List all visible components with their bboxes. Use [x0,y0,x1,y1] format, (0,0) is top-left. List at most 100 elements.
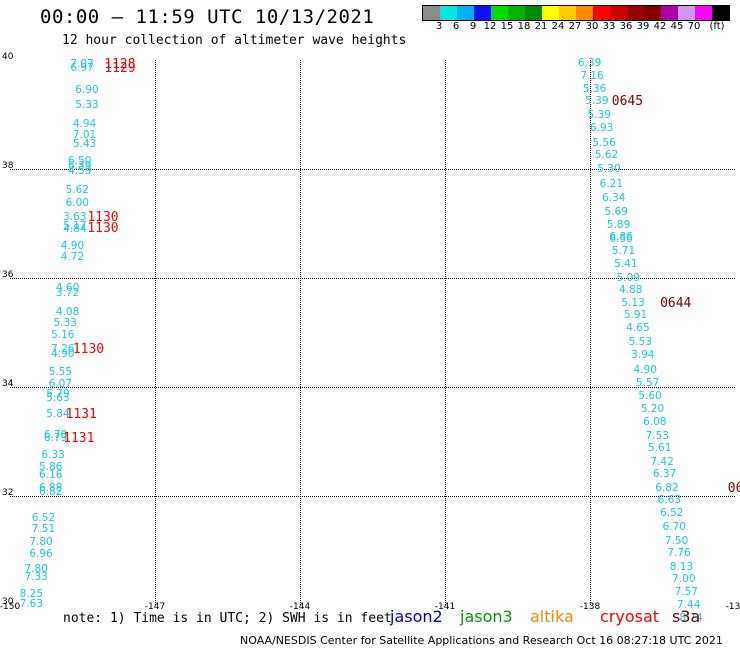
grid-line-lon [300,60,301,605]
grid-line-lon [445,60,446,605]
legend-swatch-4 [491,6,508,20]
legend-label: (ft) [709,21,725,32]
wave-height-value: 4.84 [63,222,87,235]
legend-label: 18 [517,21,531,32]
lat-tick-label: 32 [2,488,14,498]
wave-height-value: 7.16 [580,70,604,83]
wave-height-value: 7.50 [664,534,689,547]
color-scale-labels: 3 6 9 12 15 18 21 24 27 30 33 36 39 42 45 70 (ft) [422,21,732,33]
wave-height-value: 6.08 [643,416,667,429]
legend-swatch-9 [576,6,593,20]
wave-height-value: 7.42 [650,455,674,468]
wave-height-value: 5.62 [65,183,89,196]
wave-height-value: 8.13 [669,560,694,573]
wave-height-value: 4.90 [51,348,75,361]
wave-height-value: 4.72 [60,251,85,264]
lat-tick-label: 30 [2,597,14,607]
wave-height-value: 5.13 [621,296,645,309]
wave-height-value: 5.56 [592,136,616,149]
pass-time-label: 1131 [63,430,95,446]
wave-height-value: 6.21 [599,178,624,191]
wave-height-value: 6.90 [75,83,99,96]
wave-height-value: 6.56 [609,232,633,245]
legend-label: 21 [534,21,548,32]
wave-height-value: 6.39 [68,160,92,173]
legend-label: 45 [670,21,684,32]
wave-height-value: 5.16 [51,329,75,342]
wave-height-value: 7.44 [677,599,701,611]
wave-height-value: 5.36 [582,82,607,95]
wave-height-value: 5.71 [611,244,636,257]
legend-swatch-3 [474,6,491,20]
map-area: 7.07 6.97 6.90 5.33 4.94 7.01 5.43 6.50 6.39 4.59… [10,56,740,623]
wave-height-value: 7.26 [51,342,75,355]
wave-height-value: 5.84 [46,408,70,421]
wave-height-value: 7.63 [19,597,44,610]
grid-line-lat [10,278,735,279]
lon-tick-label: -144 [289,602,311,612]
pass-time-label: 064 [727,480,740,496]
legend-swatch-6 [525,6,542,20]
wave-height-value: 7.76 [667,547,691,560]
wave-height-value: 6.70 [43,428,68,441]
satellite-name-jason3: jason3 [460,607,513,626]
wave-height-value: 5.33 [75,98,99,111]
legend-swatch-7 [542,6,559,20]
wave-height-value: 5.91 [623,309,648,322]
wave-height-value: 4.08 [55,305,80,318]
wave-height-value: 3.94 [631,349,655,362]
wave-height-value: 4.88 [619,283,643,296]
wave-height-value: 6.63 [657,494,682,507]
wave-height-value: 4.90 [60,240,85,253]
wave-height-value: 7.07 [70,57,94,70]
pass-time-label: 1129 [104,61,136,77]
lon-tick-label: -13 [725,602,740,612]
pass-time-label: 1130 [72,341,105,357]
legend-swatch-13 [644,6,661,20]
pass-time-label: 0645 [611,93,644,109]
lon-tick-label: -141 [434,602,456,612]
wave-height-value: 5.33 [53,316,77,329]
wave-height-value: 4.94 [72,117,97,130]
lon-tick-label: -147 [144,602,166,612]
wave-height-value: 5.17 [63,220,87,233]
lat-tick-label: 34 [2,379,14,389]
wave-height-value: 6.82 [655,481,679,494]
legend-label: 70 [687,21,701,32]
pass-time-label: 1128 [104,56,136,72]
lat-tick-label: 38 [2,161,14,171]
wave-height-value: 5.69 [604,205,628,218]
wave-height-value: 5.79 [46,387,70,400]
wave-height-value: 7.53 [645,430,669,443]
lat-tick-label: 36 [2,270,14,280]
satellite-name-altika: altika [530,607,574,626]
wave-height-value: 6.97 [70,62,94,75]
pass-time-label: 1130 [87,220,119,236]
legend-swatch-8 [559,6,576,20]
wave-height-value: 6.16 [39,469,63,482]
wave-height-value: 6.70 [662,521,686,534]
legend-label: 6 [452,21,460,32]
wave-height-value: 4.90 [633,363,657,376]
color-scale-legend [422,5,730,21]
lat-tick-label: 40 [2,52,14,62]
legend-swatch-16 [695,6,712,20]
legend-label: 15 [500,21,514,32]
pass-time-label: 1131 [65,407,97,423]
wave-height-value: 5.43 [72,138,97,151]
grid-line-lon [590,60,591,605]
legend-swatch-14 [661,6,678,20]
wave-height-value: 5.89 [606,218,631,231]
wave-height-value: 6.79 [43,431,68,444]
legend-swatch-11 [610,6,627,20]
wave-height-value: 5.41 [614,258,638,271]
wave-height-value: 3.63 [63,210,87,223]
wave-height-value: 4.60 [55,281,80,294]
wave-height-value: 5.39 [587,108,611,121]
wave-height-value: 5.53 [628,336,653,349]
wave-height-value: 5.62 [594,149,619,162]
page-title: 00:00 – 11:59 UTC 10/13/2021 [40,6,375,28]
legend-label: 3 [435,21,443,32]
grid-line-lat [10,387,735,388]
